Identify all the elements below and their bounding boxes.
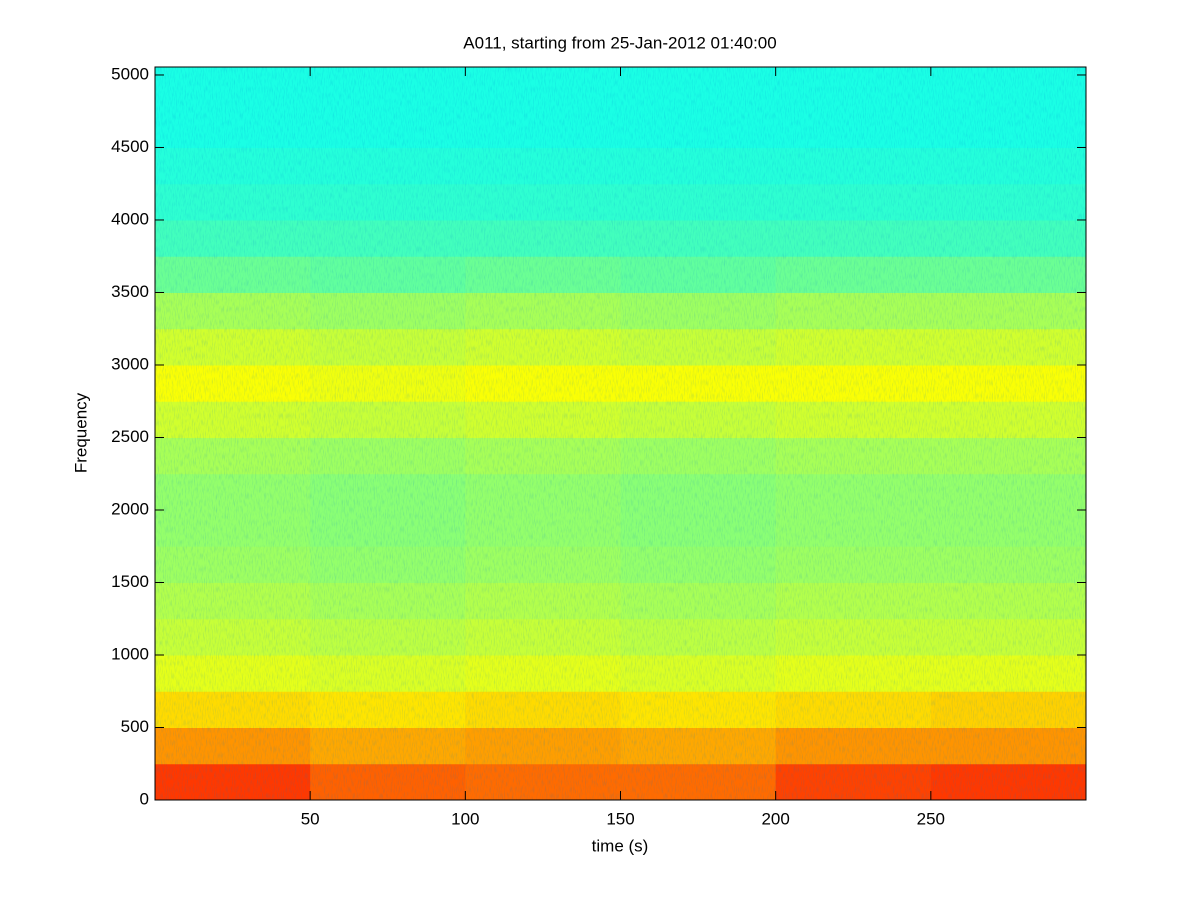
- x-tick-label: 250: [917, 809, 945, 828]
- y-tick-label: 1000: [111, 644, 149, 663]
- y-tick-label: 0: [140, 789, 149, 808]
- y-tick-label: 4000: [111, 209, 149, 228]
- x-tick-label: 200: [761, 809, 789, 828]
- y-tick-label: 4500: [111, 137, 149, 156]
- y-tick-label: 1500: [111, 572, 149, 591]
- y-tick-label: 5000: [111, 64, 149, 83]
- y-axis-label: Frequency: [71, 392, 90, 473]
- axes: 50 100 150 200 25005001000150020002500300035…: [111, 64, 1086, 828]
- y-tick-label: 2000: [111, 499, 149, 518]
- x-axis-label: time (s): [592, 836, 649, 855]
- x-tick-label: 100: [451, 809, 479, 828]
- y-tick-label: 2500: [111, 427, 149, 446]
- x-tick-label: 150: [606, 809, 634, 828]
- y-tick-label: 3000: [111, 354, 149, 373]
- texture: [155, 67, 1086, 800]
- x-tick-label: 50: [301, 809, 320, 828]
- y-tick-label: 500: [121, 717, 149, 736]
- chart-title: A011, starting from 25-Jan-2012 01:40:00: [463, 33, 776, 52]
- y-tick-label: 3500: [111, 282, 149, 301]
